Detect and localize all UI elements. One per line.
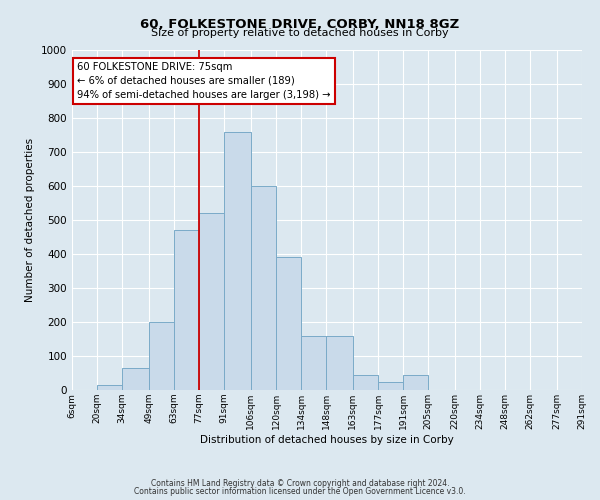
Bar bbox=[276, 258, 301, 390]
Text: Contains public sector information licensed under the Open Government Licence v3: Contains public sector information licen… bbox=[134, 486, 466, 496]
Text: Size of property relative to detached houses in Corby: Size of property relative to detached ho… bbox=[151, 28, 449, 38]
Bar bbox=[174, 230, 199, 390]
Bar bbox=[224, 132, 251, 390]
Bar bbox=[149, 322, 174, 390]
X-axis label: Distribution of detached houses by size in Corby: Distribution of detached houses by size … bbox=[200, 434, 454, 444]
Bar bbox=[353, 374, 378, 390]
Bar bbox=[403, 374, 428, 390]
Bar bbox=[378, 382, 403, 390]
Y-axis label: Number of detached properties: Number of detached properties bbox=[25, 138, 35, 302]
Bar bbox=[301, 336, 326, 390]
Text: Contains HM Land Registry data © Crown copyright and database right 2024.: Contains HM Land Registry data © Crown c… bbox=[151, 479, 449, 488]
Bar bbox=[251, 186, 276, 390]
Text: 60 FOLKESTONE DRIVE: 75sqm
← 6% of detached houses are smaller (189)
94% of semi: 60 FOLKESTONE DRIVE: 75sqm ← 6% of detac… bbox=[77, 62, 331, 100]
Bar bbox=[326, 336, 353, 390]
Bar bbox=[199, 213, 224, 390]
Bar bbox=[122, 368, 149, 390]
Bar bbox=[97, 385, 122, 390]
Text: 60, FOLKESTONE DRIVE, CORBY, NN18 8GZ: 60, FOLKESTONE DRIVE, CORBY, NN18 8GZ bbox=[140, 18, 460, 30]
